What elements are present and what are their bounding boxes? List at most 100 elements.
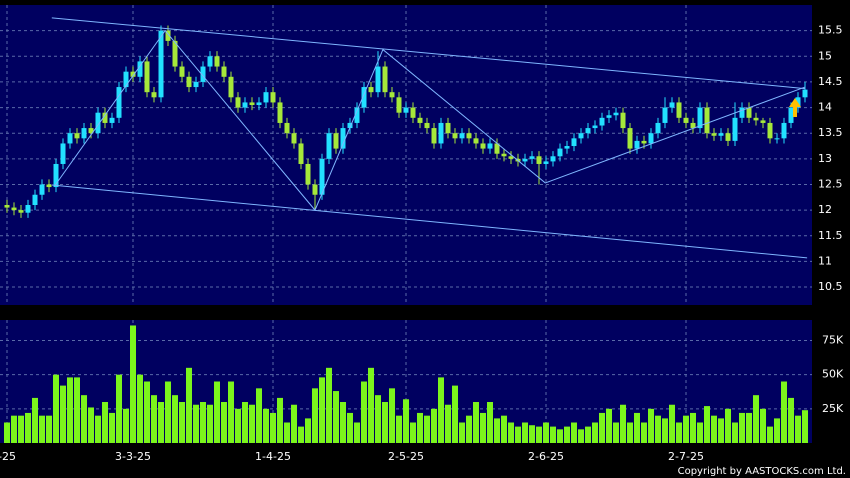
volume-bar <box>648 408 654 443</box>
volume-bar <box>102 402 108 443</box>
volume-bar <box>354 422 360 443</box>
candle-body <box>578 133 584 139</box>
candle-body <box>431 128 437 144</box>
candle-body <box>193 81 199 88</box>
candle-body <box>501 153 507 157</box>
candle-body <box>655 122 661 134</box>
candle-body <box>459 133 465 139</box>
volume-bar <box>200 402 206 443</box>
volume-bar <box>74 377 80 443</box>
volume-bar <box>774 418 780 443</box>
volume-bar <box>165 381 171 443</box>
candle-body <box>249 102 255 105</box>
candle-body <box>298 143 304 164</box>
y-tick-label: 12.5 <box>818 177 843 190</box>
volume-bar <box>256 388 262 443</box>
volume-bar <box>53 374 59 443</box>
candle-body <box>585 128 591 134</box>
candle-body <box>305 163 311 185</box>
candle-body <box>480 143 486 149</box>
candle-body <box>487 143 493 149</box>
copyright: Copyright by AASTOCKS.com Ltd. <box>678 466 846 477</box>
x-tick-label: 2-5-25 <box>388 450 424 463</box>
candle-body <box>46 184 52 188</box>
candle-body <box>277 102 283 123</box>
candle-body <box>102 112 108 123</box>
volume-bar <box>60 385 66 443</box>
candle-body <box>354 107 360 123</box>
volume-bar <box>214 381 220 443</box>
candle-body <box>158 30 164 98</box>
volume-bar <box>669 404 675 443</box>
volume-bar <box>501 415 507 443</box>
volume-bar <box>382 402 388 443</box>
volume-bar <box>396 415 402 443</box>
volume-bar <box>529 425 535 443</box>
candle-body <box>375 66 381 93</box>
candle-body <box>11 207 17 211</box>
candle-body <box>270 92 276 103</box>
candle-body <box>312 184 318 195</box>
volume-bar <box>452 385 458 443</box>
volume-bar <box>88 407 94 443</box>
volume-bar <box>277 397 283 443</box>
x-tick-label: -25 <box>0 450 16 463</box>
volume-bar <box>641 422 647 443</box>
volume-bar <box>4 422 10 443</box>
volume-bar <box>109 412 115 443</box>
volume-bar <box>599 412 605 443</box>
candle-body <box>263 92 269 103</box>
candle-body <box>543 161 549 164</box>
candle-body <box>466 133 472 139</box>
volume-bar <box>326 367 332 443</box>
candle-body <box>795 97 801 108</box>
y-tick-label: 15 <box>818 49 832 62</box>
volume-bar <box>207 404 213 443</box>
volume-bar <box>704 406 710 443</box>
candle-body <box>4 205 10 208</box>
candle-body <box>403 107 409 113</box>
candle-body <box>123 71 129 88</box>
volume-bar <box>795 415 801 443</box>
volume-bar <box>144 381 150 443</box>
volume-bar <box>417 412 423 443</box>
candle-body <box>676 102 682 118</box>
volume-bar <box>270 412 276 443</box>
candle-body <box>669 102 675 108</box>
candle-body <box>697 107 703 129</box>
volume-bar <box>368 367 374 443</box>
y-tick-label: 10.5 <box>818 280 843 293</box>
candle-body <box>319 158 325 195</box>
x-tick-label: 2-6-25 <box>528 450 564 463</box>
volume-bar <box>655 415 661 443</box>
volume-bar <box>732 422 738 443</box>
candle-body <box>382 66 388 93</box>
volume-bar <box>179 402 185 443</box>
volume-bar <box>298 426 304 443</box>
y-tick-label: 12 <box>818 203 832 216</box>
candle-body <box>767 122 773 139</box>
volume-bar <box>235 408 241 443</box>
candle-body <box>130 71 136 77</box>
candle-body <box>326 133 332 159</box>
volume-bar <box>39 415 45 443</box>
volume-bar <box>242 402 248 443</box>
candle-body <box>452 133 458 139</box>
candle-body <box>634 140 640 149</box>
volume-bar <box>158 402 164 443</box>
candle-body <box>18 210 24 213</box>
candle-body <box>522 158 528 162</box>
volume-bar <box>606 408 612 443</box>
x-tick-label: 2-7-25 <box>668 450 704 463</box>
volume-bar <box>151 395 157 443</box>
volume-bar <box>711 415 717 443</box>
candle-body <box>214 56 220 67</box>
volume-bar <box>263 408 269 443</box>
candle-body <box>74 133 80 139</box>
candle-body <box>704 107 710 134</box>
candle-body <box>186 76 192 88</box>
volume-bar <box>557 429 563 443</box>
volume-bar <box>46 415 52 443</box>
volume-bar <box>753 395 759 443</box>
trend-line <box>51 17 806 90</box>
